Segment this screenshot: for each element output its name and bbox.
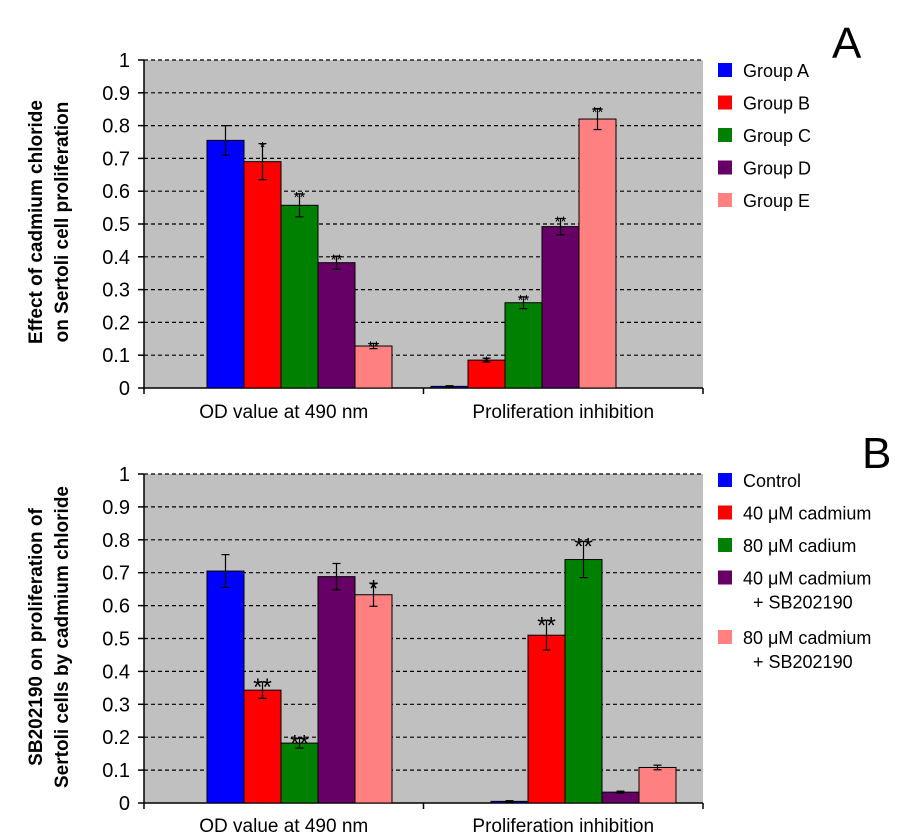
chart-b-legend-label: + SB202190 <box>753 652 853 672</box>
chart-b-y-tick-label: 0.1 <box>102 760 130 782</box>
chart-b-bar <box>638 766 677 804</box>
chart-b-category-label: OD value at 490 nm <box>199 816 368 837</box>
chart-b-bar <box>564 559 603 804</box>
chart-b-legend-swatch <box>718 630 732 644</box>
chart-b-legend-label: 80 μM cadmium <box>743 628 871 648</box>
chart-b-y-tick-label: 1 <box>119 464 130 486</box>
chart-b-significance-mark: ** <box>537 613 556 640</box>
chart-a-y-tick-label: 0.1 <box>102 345 130 367</box>
chart-b-legend-swatch <box>718 505 732 520</box>
chart-b-y-tick-label: 0.6 <box>102 596 130 618</box>
chart-a-legend-swatch <box>718 128 732 142</box>
chart-a-y-tick-label: 0.9 <box>102 83 130 105</box>
chart-b-y-tick-label: 0.8 <box>102 530 130 552</box>
chart-a-y-tick-label: 1 <box>119 50 130 72</box>
chart-b-significance-mark: ** <box>574 534 593 561</box>
chart-b-y-tick-label: 0.4 <box>102 661 130 683</box>
chart-b-legend-swatch <box>718 473 732 487</box>
chart-b-y-axis-title: Sertoli cells by cadmium chloride <box>52 486 73 788</box>
chart-a-significance-mark: ** <box>518 292 530 309</box>
chart-a-bar <box>541 226 580 389</box>
chart-b-bar <box>243 689 282 804</box>
chart-a-legend-swatch <box>718 95 732 110</box>
chart-b-legend-label: 40 μM cadmium <box>743 569 871 589</box>
chart-b-bar <box>354 594 393 804</box>
chart-a-bar <box>578 118 617 389</box>
chart-b-y-axis-title: SB202190 on proliferation of <box>26 508 47 766</box>
chart-b-bar <box>527 634 566 804</box>
chart-a-y-tick-label: 0.4 <box>102 247 130 269</box>
chart-a-y-tick-label: 0.8 <box>102 116 130 138</box>
chart-b-category-label: Proliferation inhibition <box>472 816 654 837</box>
chart-a-y-tick-label: 0.2 <box>102 312 130 334</box>
chart-b-panel-label: B <box>862 429 891 478</box>
chart-b-y-tick-label: 0.2 <box>102 727 130 749</box>
chart-a-y-tick-label: 0.7 <box>102 148 130 170</box>
chart-a-significance-mark: ** <box>331 251 343 268</box>
chart-a-legend-label: Group C <box>743 126 811 146</box>
chart-a-bar <box>280 204 319 389</box>
chart-a-significance-mark: ** <box>368 339 380 356</box>
chart-a-legend-swatch <box>718 160 732 175</box>
chart-b-legend-label: 80 μM cadium <box>743 536 856 556</box>
chart-a-significance-mark: * <box>260 139 266 156</box>
chart-b-significance-mark: * <box>369 575 378 602</box>
chart-a-y-tick-label: 0.5 <box>102 214 130 236</box>
chart-a-bar <box>317 262 356 389</box>
chart-b-y-tick-label: 0.5 <box>102 629 130 651</box>
chart-b-y-tick-label: 0.7 <box>102 563 130 585</box>
chart-a-legend-label: Group D <box>743 159 811 179</box>
chart-a-significance-mark: ** <box>592 104 604 121</box>
chart-a-bar <box>243 161 282 389</box>
chart-b-bar <box>206 570 245 804</box>
chart-a-panel-label: A <box>832 19 862 68</box>
chart-a-legend-label: Group E <box>743 191 810 211</box>
chart-b-legend-swatch <box>718 570 732 585</box>
chart-b-legend-label: Control <box>743 471 801 491</box>
chart-a-legend-label: Group B <box>743 94 810 114</box>
chart-a-significance-mark: ** <box>294 189 306 206</box>
chart-a-bar <box>504 302 543 389</box>
chart-a-significance-mark: ** <box>555 214 567 231</box>
chart-a-y-tick-label: 0.3 <box>102 280 130 302</box>
chart-a-y-tick-label: 0 <box>119 378 130 400</box>
chart-a-y-axis-title: on Sertoli cell proliferation <box>52 102 73 343</box>
chart-a-y-tick-label: 0.6 <box>102 181 130 203</box>
chart-a-legend-swatch <box>718 63 732 77</box>
chart-b-bar <box>601 791 640 804</box>
chart-a-bar <box>206 139 245 389</box>
chart-b-y-tick-label: 0.3 <box>102 694 130 716</box>
chart-b-legend-swatch <box>718 538 732 552</box>
chart-b-legend-label: 40 μM cadmium <box>743 504 871 524</box>
chart-b-y-tick-label: 0.9 <box>102 497 130 519</box>
chart-a-category-label: OD value at 490 nm <box>199 402 368 423</box>
chart-a-legend-label: Group A <box>743 61 809 81</box>
chart-b-significance-mark: ** <box>290 730 309 757</box>
chart-a-category-label: Proliferation inhibition <box>472 402 654 423</box>
chart-b-y-tick-label: 0 <box>119 793 130 815</box>
chart-b-significance-mark: ** <box>253 674 272 701</box>
chart-a-significance-mark: * <box>484 353 490 370</box>
chart-b-legend-label: + SB202190 <box>753 593 853 613</box>
chart-b-bar <box>317 576 356 804</box>
chart-a-legend-swatch <box>718 193 732 207</box>
chart-a-bar <box>354 345 393 389</box>
chart-a-y-axis-title: Effect of cadmium chloride <box>26 100 47 344</box>
